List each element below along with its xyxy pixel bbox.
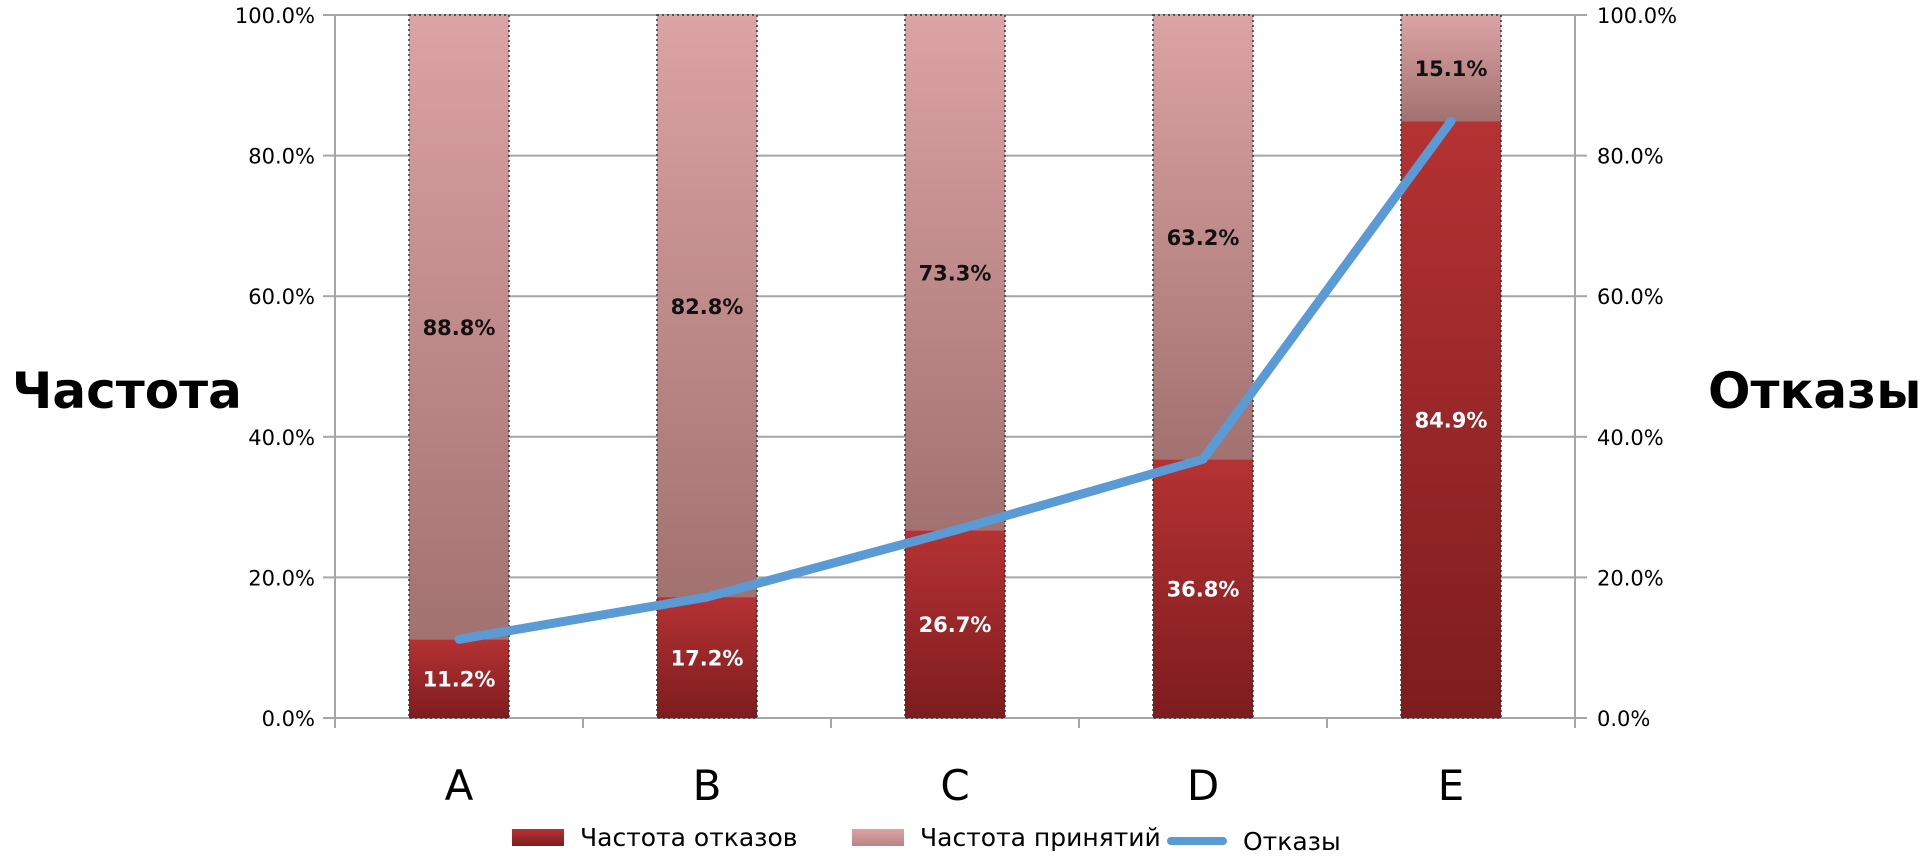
data-label-acceptances: 63.2% [1167,226,1240,250]
x-tick-label: E [1438,761,1465,810]
y-tick-label-left: 100.0% [235,4,315,28]
data-label-rejections: 84.9% [1415,409,1488,433]
y-tick-label-right: 60.0% [1597,285,1664,309]
legend-swatch-line [1167,837,1227,845]
y-tick-label-right: 0.0% [1597,707,1650,731]
x-tick-label: C [940,761,969,810]
x-tick-label: B [693,761,722,810]
y-tick-label-right: 80.0% [1597,145,1664,169]
data-label-rejections: 11.2% [423,668,496,692]
legend-label-acceptances: Частота принятий [920,823,1161,852]
legend-item-line: Отказы [1167,826,1341,856]
data-label-rejections: 36.8% [1167,578,1240,602]
y-axis-label-right: Отказы [1708,362,1921,420]
data-label-acceptances: 82.8% [671,295,744,319]
y-tick-label-right: 40.0% [1597,426,1664,450]
data-label-acceptances: 73.3% [919,262,992,286]
legend-item-rejections: Частота отказов [512,822,798,852]
x-tick-label: D [1187,761,1219,810]
y-tick-label-left: 60.0% [248,285,315,309]
y-tick-label-left: 0.0% [262,707,315,731]
y-tick-label-left: 80.0% [248,145,315,169]
data-label-rejections: 26.7% [919,613,992,637]
x-tick-label: A [445,761,474,810]
y-tick-label-right: 100.0% [1597,4,1677,28]
legend-swatch-rejections [512,829,564,846]
y-tick-label-left: 40.0% [248,426,315,450]
y-axis-label-left: Частота [12,362,242,420]
data-label-rejections: 17.2% [671,647,744,671]
legend-label-line: Отказы [1243,827,1341,856]
data-label-acceptances: 15.1% [1415,57,1488,81]
y-tick-label-right: 20.0% [1597,566,1664,590]
legend-swatch-acceptances [852,829,904,846]
legend-label-rejections: Частота отказов [580,823,798,852]
legend-item-acceptances: Частота принятий [852,822,1161,852]
data-label-acceptances: 88.8% [423,316,496,340]
y-tick-label-left: 20.0% [248,566,315,590]
